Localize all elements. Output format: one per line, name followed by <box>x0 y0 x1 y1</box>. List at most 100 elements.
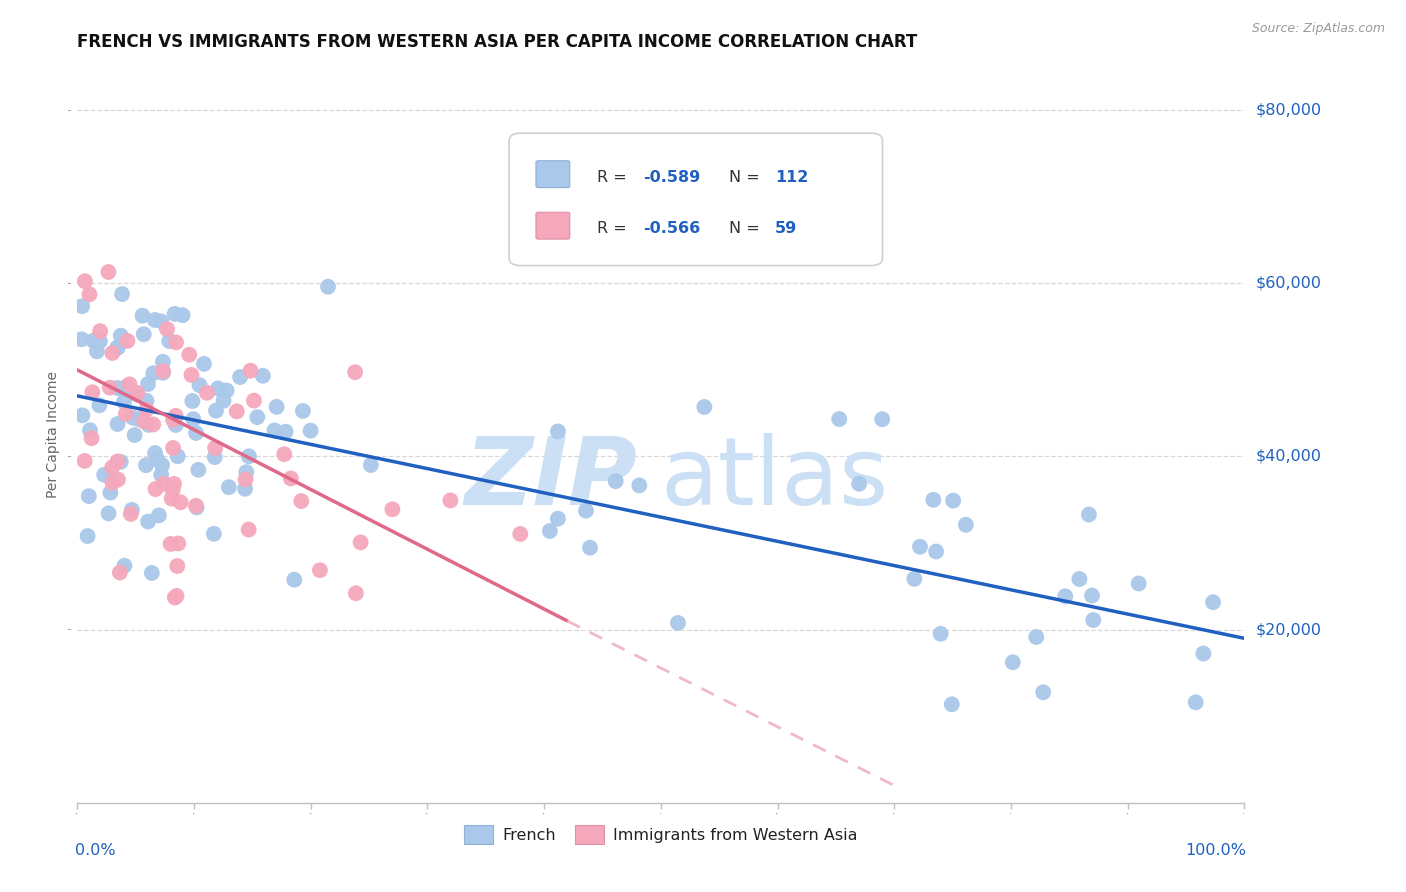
Point <box>80 431 103 445</box>
Point <box>274 425 297 439</box>
Point <box>121 410 143 425</box>
Point <box>82 334 104 348</box>
Point <box>828 412 851 426</box>
Point <box>579 541 602 555</box>
Point <box>143 446 166 460</box>
Point <box>1069 572 1091 586</box>
Point <box>97 265 120 279</box>
Point <box>163 307 186 321</box>
Point <box>187 463 209 477</box>
FancyBboxPatch shape <box>536 161 569 187</box>
Point <box>89 324 111 338</box>
FancyBboxPatch shape <box>509 133 883 266</box>
Point <box>309 563 332 577</box>
Point <box>229 370 252 384</box>
Point <box>70 332 93 346</box>
Point <box>152 366 174 380</box>
Point <box>180 368 202 382</box>
Point <box>108 566 131 580</box>
Point <box>184 425 207 440</box>
Point <box>110 328 132 343</box>
Text: -0.566: -0.566 <box>644 221 700 236</box>
Point <box>157 334 180 348</box>
Text: 100.0%: 100.0% <box>1185 843 1247 858</box>
Point <box>135 393 157 408</box>
Point <box>115 407 138 421</box>
Point <box>89 398 111 412</box>
Point <box>280 471 302 485</box>
Point <box>922 492 945 507</box>
Point <box>195 385 218 400</box>
Point <box>167 536 190 550</box>
Point <box>252 368 274 383</box>
Point <box>146 452 169 467</box>
Point <box>76 529 98 543</box>
Point <box>86 344 108 359</box>
Point <box>165 409 187 423</box>
Point <box>145 482 167 496</box>
Point <box>246 410 269 425</box>
Point <box>162 413 184 427</box>
Point <box>381 502 404 516</box>
Point <box>1202 595 1225 609</box>
Point <box>150 314 173 328</box>
Text: 59: 59 <box>775 221 797 236</box>
Point <box>136 515 159 529</box>
Point <box>233 482 256 496</box>
Point <box>172 308 194 322</box>
Point <box>547 511 569 525</box>
Point <box>101 460 124 475</box>
Point <box>929 627 952 641</box>
Point <box>165 335 187 350</box>
Text: -0.589: -0.589 <box>644 169 700 185</box>
Point <box>121 503 143 517</box>
Point <box>243 393 266 408</box>
Point <box>73 274 96 288</box>
Point <box>273 447 295 461</box>
Point <box>134 414 156 428</box>
Point <box>148 508 170 523</box>
Point <box>77 489 100 503</box>
Point <box>112 394 135 409</box>
Point <box>1081 589 1104 603</box>
Point <box>107 417 129 431</box>
Point <box>212 393 235 408</box>
Point <box>870 412 893 426</box>
Point <box>291 404 314 418</box>
Point <box>547 425 569 439</box>
Text: $80,000: $80,000 <box>1256 103 1322 118</box>
Point <box>238 523 260 537</box>
Text: 112: 112 <box>775 169 808 185</box>
Point <box>152 476 174 491</box>
Point <box>316 279 339 293</box>
Point <box>439 493 461 508</box>
Point <box>575 503 598 517</box>
Point <box>942 493 965 508</box>
Point <box>908 540 931 554</box>
Point <box>290 494 312 508</box>
Text: $20,000: $20,000 <box>1256 622 1322 637</box>
Point <box>360 458 382 472</box>
Point <box>218 480 240 494</box>
Point <box>136 377 159 392</box>
Point <box>89 334 111 349</box>
Point <box>150 458 173 472</box>
Point <box>239 364 262 378</box>
Point <box>693 400 716 414</box>
Point <box>204 450 226 464</box>
Point <box>112 383 135 397</box>
Point <box>179 348 201 362</box>
Text: $60,000: $60,000 <box>1256 276 1322 291</box>
Point <box>101 475 124 490</box>
Point <box>235 465 257 479</box>
Point <box>159 537 181 551</box>
Point <box>1054 589 1077 603</box>
Point <box>202 526 225 541</box>
Point <box>135 458 157 472</box>
Point <box>132 327 155 342</box>
Point <box>1032 685 1054 699</box>
Point <box>181 394 204 409</box>
Point <box>79 287 101 301</box>
Point <box>70 299 93 313</box>
Point <box>93 467 115 482</box>
